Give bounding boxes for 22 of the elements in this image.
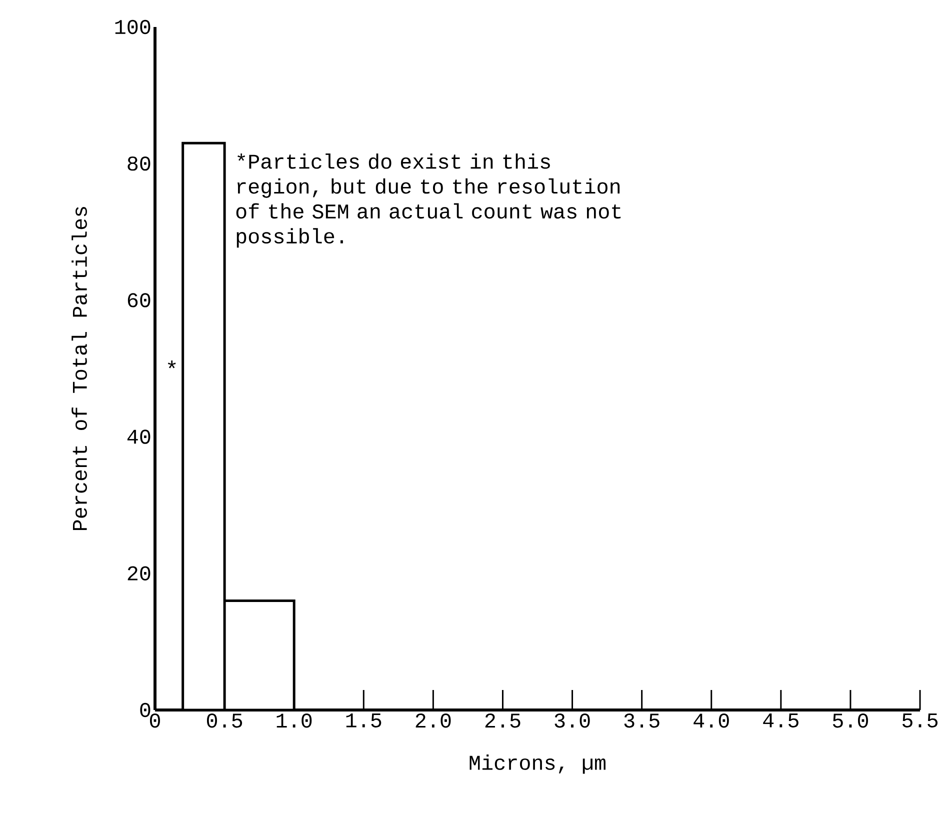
y-tick-label: 20 xyxy=(128,566,150,580)
x-tick-label: 3.5 xyxy=(624,714,660,728)
x-tick-label: 1.0 xyxy=(276,714,312,728)
x-tick-label: 3.0 xyxy=(554,714,590,728)
annotation: * xyxy=(168,360,176,368)
y-tick-label: 60 xyxy=(128,293,150,308)
x-tick-label: 0.5 xyxy=(206,714,242,728)
y-tick-label: 80 xyxy=(128,156,150,171)
x-axis-title: Microns, µm xyxy=(470,754,606,774)
y-tick-label: 0 xyxy=(140,702,150,718)
x-tick-label: 2.0 xyxy=(416,714,451,728)
x-tick-label: 4.0 xyxy=(694,714,729,728)
x-tick-label: 0 xyxy=(150,714,160,728)
x-tick-label: 5.0 xyxy=(832,714,868,728)
x-tick-label: 4.5 xyxy=(763,714,798,728)
y-tick-label: 100 xyxy=(115,20,150,34)
y-axis-title: Percent of Total Particles xyxy=(72,207,87,530)
annotation: *Particles do exist in this region, but due to the resolution of the SEM an actual count was not possible. xyxy=(236,153,621,248)
x-tick-label: 1.5 xyxy=(346,714,382,728)
x-tick-label: 5.5 xyxy=(902,714,938,728)
x-tick-label: 2.5 xyxy=(485,714,520,728)
y-tick-label: 40 xyxy=(127,430,150,444)
